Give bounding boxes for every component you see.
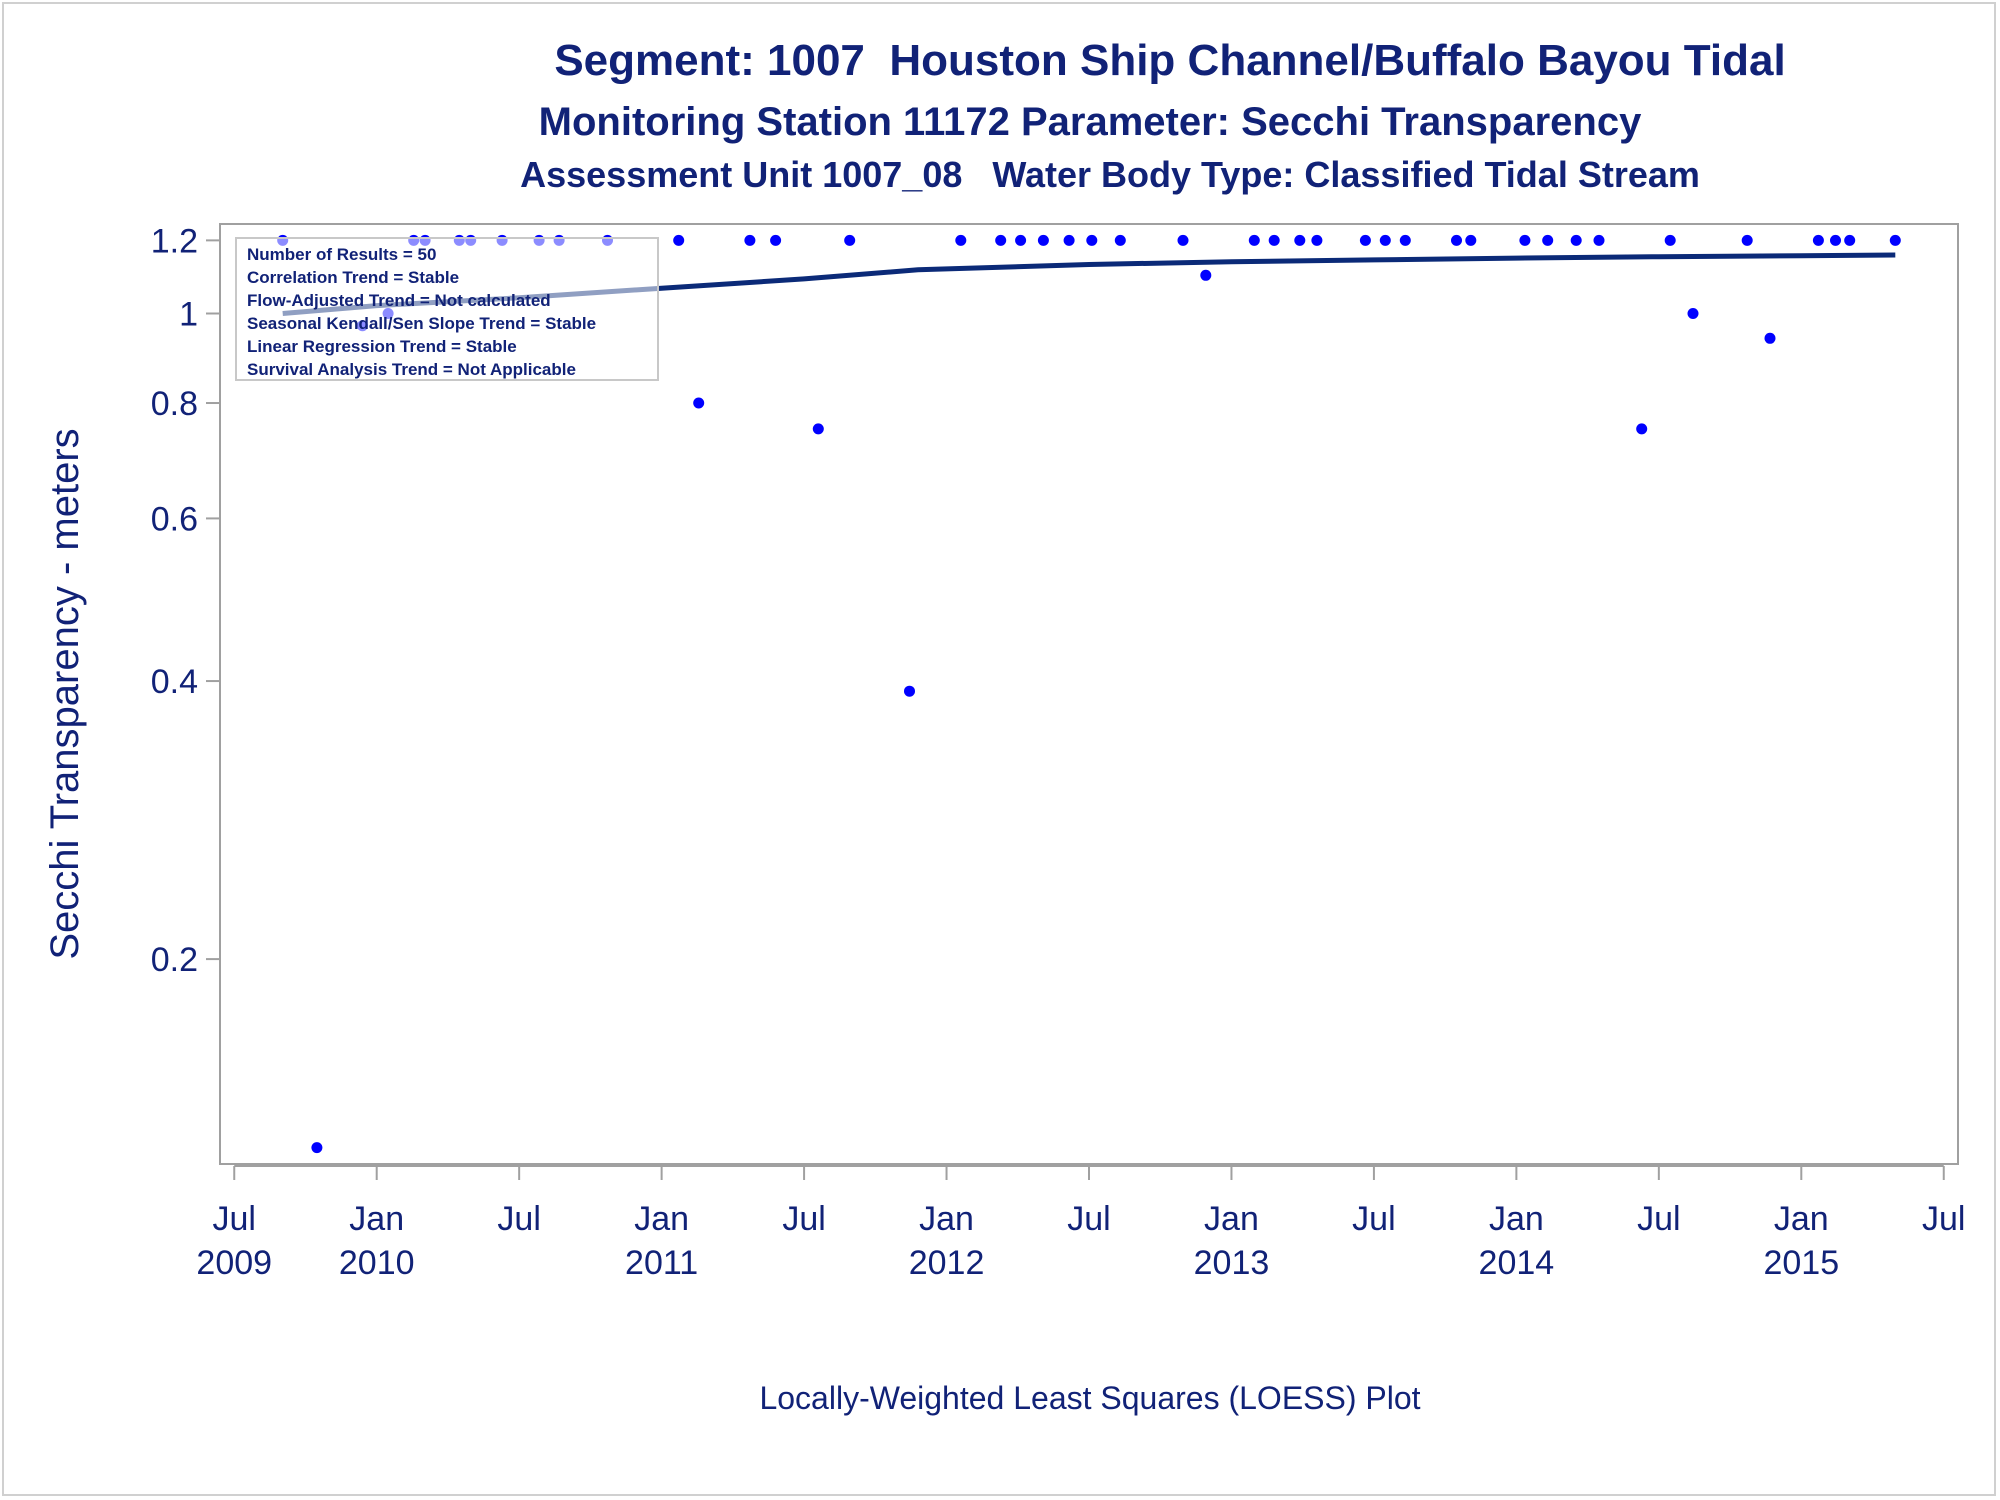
x-tick-label: Jan	[1204, 1200, 1259, 1238]
data-point	[1379, 234, 1391, 246]
x-tick-label: Jul	[1067, 1200, 1110, 1238]
data-point	[1399, 234, 1411, 246]
y-axis-label: Secchi Transparency - meters	[43, 428, 87, 959]
data-point	[1570, 234, 1582, 246]
data-point	[904, 685, 915, 697]
stats-box-line: Seasonal Kendall/Sen Slope Trend = Stabl…	[247, 314, 596, 333]
x-tick-year-label: 2013	[1194, 1244, 1270, 1282]
data-point	[311, 1142, 323, 1154]
data-point	[1812, 234, 1824, 246]
data-point	[1015, 234, 1027, 246]
data-point	[1636, 423, 1648, 435]
data-point	[1741, 234, 1753, 246]
data-point	[770, 234, 782, 246]
data-point	[1294, 234, 1306, 246]
data-point	[812, 423, 824, 435]
data-point	[1542, 234, 1554, 246]
x-tick-label: Jul	[497, 1200, 540, 1238]
data-point	[1844, 234, 1856, 246]
x-tick-label: Jan	[1774, 1200, 1829, 1238]
data-point	[1889, 234, 1901, 246]
data-point	[1451, 234, 1462, 246]
data-point	[673, 234, 685, 246]
y-tick-label: 0.2	[151, 941, 198, 979]
data-point	[1086, 234, 1098, 246]
stats-box-line: Linear Regression Trend = Stable	[247, 337, 517, 356]
x-tick-label: Jul	[213, 1200, 256, 1238]
stats-box-line: Survival Analysis Trend = Not Applicable	[247, 360, 576, 379]
data-point	[1465, 234, 1477, 246]
x-tick-label: Jul	[1352, 1200, 1395, 1238]
data-point	[1248, 234, 1260, 246]
x-tick-label: Jul	[782, 1200, 825, 1238]
data-point	[1830, 234, 1841, 246]
y-tick-label: 1.2	[151, 222, 198, 260]
data-point	[1177, 234, 1189, 246]
y-tick-label: 1	[179, 296, 198, 334]
stats-box-frame	[235, 237, 659, 381]
data-point	[1519, 234, 1531, 246]
stats-box: Number of Results = 50 Correlation Trend …	[235, 237, 659, 381]
data-point	[1687, 308, 1699, 319]
y-axis: 0.2 0.4 0.6 0.8 1 1.2	[151, 222, 220, 979]
data-point	[1593, 234, 1605, 246]
x-tick-year-label: 2010	[339, 1244, 415, 1282]
x-tick-label: Jan	[1489, 1200, 1544, 1238]
data-point	[995, 234, 1007, 246]
plot-area	[219, 223, 1959, 1165]
stats-box-line: Correlation Trend = Stable	[247, 268, 459, 287]
data-point	[1664, 234, 1676, 246]
data-point	[693, 397, 705, 409]
data-point	[1114, 234, 1126, 246]
data-point	[1037, 234, 1049, 246]
data-point	[955, 234, 967, 246]
stats-box-line: Number of Results = 50	[247, 245, 436, 264]
data-point	[1764, 332, 1776, 344]
x-tick-label: Jan	[634, 1200, 689, 1238]
x-tick-label: Jan	[349, 1200, 404, 1238]
x-tick-year-label: 2015	[1763, 1244, 1839, 1282]
x-tick-year-label: 2011	[625, 1244, 698, 1282]
chart-title: Segment: 1007 Houston Ship Channel/Buffa…	[554, 36, 1786, 85]
data-point	[1359, 234, 1371, 246]
chart-subtitle-2: Assessment Unit 1007_08 Water Body Type:…	[520, 154, 1700, 195]
y-tick-label: 0.8	[151, 385, 198, 423]
stats-box-line: Flow-Adjusted Trend = Not calculated	[247, 291, 551, 310]
x-tick-label: Jan	[919, 1200, 974, 1238]
data-point	[1063, 234, 1075, 246]
x-tick-year-label: 2009	[196, 1244, 272, 1282]
data-point	[1268, 234, 1280, 246]
x-axis: Jul 2009 Jan 2010 Jul Jan 2011 Jul Jan 2012 Jul Jan…	[196, 1165, 1965, 1282]
data-point	[1311, 234, 1323, 246]
data-point	[744, 234, 756, 246]
chart-subtitle: Monitoring Station 11172 Parameter: Secc…	[538, 100, 1642, 144]
y-tick-label: 0.6	[151, 500, 198, 538]
y-tick-label: 0.4	[151, 663, 198, 701]
x-tick-label: Jul	[1922, 1200, 1965, 1238]
x-tick-year-label: 2012	[909, 1244, 985, 1282]
x-tick-year-label: 2014	[1479, 1244, 1555, 1282]
data-point	[844, 234, 856, 246]
footnote: Locally-Weighted Least Squares (LOESS) P…	[759, 1380, 1421, 1416]
data-point	[1200, 269, 1212, 281]
x-tick-label: Jul	[1637, 1200, 1680, 1238]
